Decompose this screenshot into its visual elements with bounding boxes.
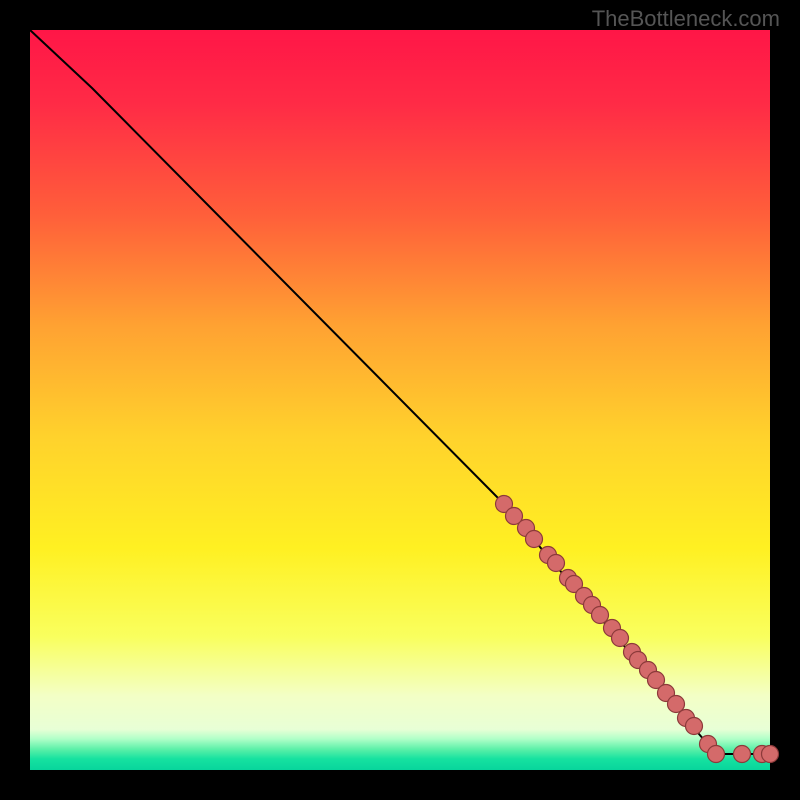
watermark-text: TheBottleneck.com (592, 6, 780, 32)
data-marker (592, 607, 609, 624)
data-marker (526, 531, 543, 548)
data-marker (686, 718, 703, 735)
data-marker (734, 746, 751, 763)
data-marker (548, 555, 565, 572)
curve-line (30, 30, 770, 754)
data-marker (708, 746, 725, 763)
data-marker (762, 746, 779, 763)
chart-container: TheBottleneck.com (0, 0, 800, 800)
data-markers (496, 496, 779, 763)
chart-overlay-svg (0, 0, 800, 800)
data-marker (612, 630, 629, 647)
